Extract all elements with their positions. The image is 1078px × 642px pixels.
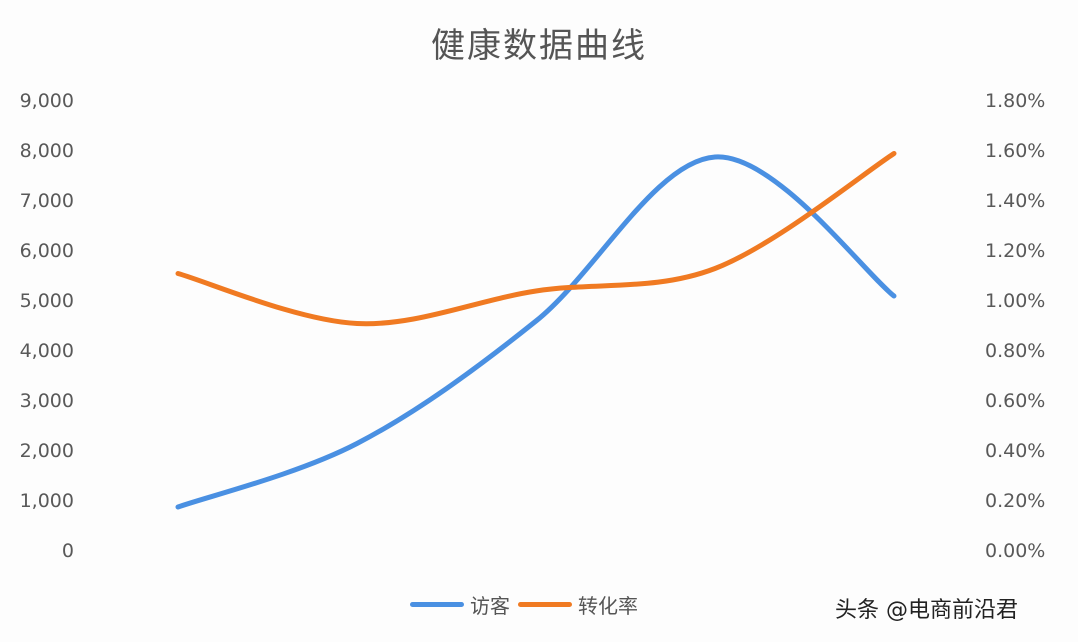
right-axis-tick: 1.20% — [985, 240, 1046, 262]
left-axis-tick: 0 — [61, 540, 74, 562]
left-axis-tick: 7,000 — [19, 190, 74, 212]
left-axis-tick: 2,000 — [19, 440, 74, 462]
left-axis-tick: 6,000 — [19, 240, 74, 262]
right-axis-tick: 1.80% — [985, 90, 1046, 112]
legend-item-visitors[interactable]: 访客 — [410, 590, 510, 619]
legend-label: 转化率 — [578, 594, 638, 618]
right-axis-tick: 1.00% — [985, 290, 1046, 312]
left-axis-tick: 5,000 — [19, 290, 74, 312]
left-axis-tick: 9,000 — [19, 90, 74, 112]
conversion-rate-swatch-icon — [518, 602, 572, 607]
left-axis-tick: 8,000 — [19, 140, 74, 162]
right-axis-tick: 1.40% — [985, 190, 1046, 212]
watermark: 头条 @电商前沿君 — [835, 598, 1018, 623]
visitors-line[interactable] — [175, 154, 897, 510]
left-axis-tick: 3,000 — [19, 390, 74, 412]
legend: 访客 转化率 — [410, 590, 646, 619]
left-axis-tick: 4,000 — [19, 340, 74, 362]
right-axis-tick: 1.60% — [985, 140, 1046, 162]
right-axis-tick: 0.60% — [985, 390, 1046, 412]
right-axis-tick: 0.40% — [985, 440, 1046, 462]
right-axis-tick: 0.00% — [985, 540, 1046, 562]
conversion-rate-line[interactable] — [175, 151, 897, 327]
right-axis-tick: 0.80% — [985, 340, 1046, 362]
right-axis-tick: 0.20% — [985, 490, 1046, 512]
chart-title: 健康数据曲线 — [431, 26, 647, 66]
legend-label: 访客 — [470, 594, 510, 618]
visitors-swatch-icon — [410, 602, 464, 607]
left-axis-tick: 1,000 — [19, 490, 74, 512]
legend-item-conversion-rate[interactable]: 转化率 — [518, 590, 638, 619]
